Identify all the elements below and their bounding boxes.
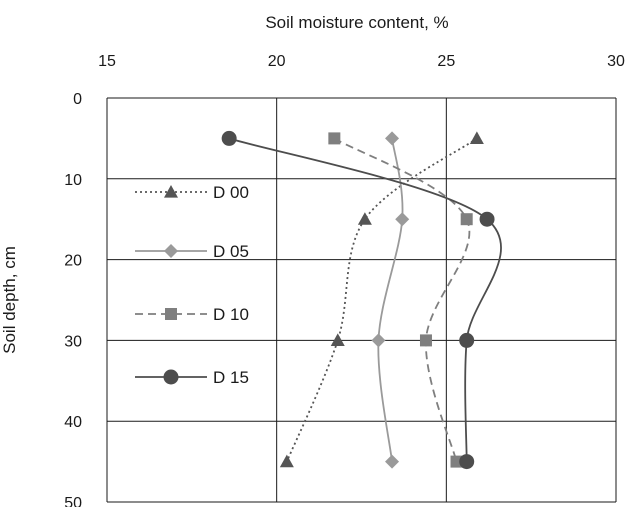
data-point-d00 bbox=[330, 333, 345, 346]
y-tick-label: 50 bbox=[64, 495, 82, 507]
data-point-d05 bbox=[385, 131, 400, 146]
x-tick-label: 30 bbox=[607, 53, 625, 70]
y-tick-label: 0 bbox=[73, 91, 82, 108]
series-line-d05 bbox=[377, 138, 404, 462]
grid bbox=[106, 97, 617, 503]
data-point-d10 bbox=[419, 334, 432, 347]
data-point-d10 bbox=[460, 213, 473, 226]
series-line-d00 bbox=[286, 137, 478, 462]
data-point-d15 bbox=[459, 454, 475, 470]
legend-marker-d15 bbox=[163, 369, 179, 385]
legend: D 00 D 05 D 10 D 15 bbox=[135, 183, 249, 387]
data-point-d05 bbox=[371, 333, 386, 348]
series-line-d15 bbox=[228, 137, 502, 462]
y-tick-labels: 0 10 20 30 40 50 bbox=[64, 91, 82, 507]
marker-layer bbox=[221, 130, 495, 470]
legend-item-d05: D 05 bbox=[135, 242, 249, 261]
x-tick-labels: 15 20 25 30 bbox=[98, 53, 625, 70]
data-point-d00 bbox=[469, 131, 484, 144]
legend-label-d15: D 15 bbox=[213, 368, 249, 387]
y-tick-label: 40 bbox=[64, 414, 82, 431]
data-point-d10 bbox=[328, 132, 341, 145]
x-tick-label: 15 bbox=[98, 53, 116, 70]
data-point-d00 bbox=[357, 212, 372, 225]
legend-marker-d05 bbox=[164, 244, 178, 258]
legend-item-d10: D 10 bbox=[135, 305, 249, 324]
y-axis-title: Soil depth, cm bbox=[0, 246, 19, 354]
y-tick-label: 20 bbox=[64, 253, 82, 270]
data-point-d10 bbox=[450, 455, 463, 468]
legend-label-d05: D 05 bbox=[213, 242, 249, 261]
data-point-d15 bbox=[459, 332, 475, 348]
legend-marker-d10 bbox=[165, 308, 177, 320]
legend-item-d00: D 00 bbox=[135, 183, 249, 202]
data-point-d15 bbox=[221, 130, 237, 146]
data-point-d05 bbox=[395, 212, 410, 227]
y-tick-label: 10 bbox=[64, 172, 82, 189]
series-layer bbox=[228, 137, 502, 462]
legend-marker-d00 bbox=[164, 185, 178, 198]
data-point-d00 bbox=[279, 454, 294, 468]
x-tick-label: 25 bbox=[437, 53, 455, 70]
series-line-d10 bbox=[333, 137, 471, 462]
y-tick-label: 30 bbox=[64, 333, 82, 350]
data-point-d15 bbox=[479, 211, 495, 227]
x-tick-label: 20 bbox=[268, 53, 286, 70]
legend-item-d15: D 15 bbox=[135, 368, 249, 387]
legend-label-d00: D 00 bbox=[213, 183, 249, 202]
legend-label-d10: D 10 bbox=[213, 305, 249, 324]
x-axis-title: Soil moisture content, % bbox=[265, 13, 448, 32]
data-point-d05 bbox=[385, 454, 400, 469]
